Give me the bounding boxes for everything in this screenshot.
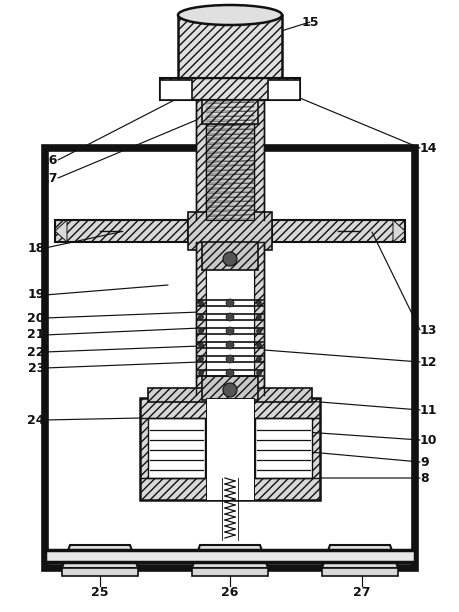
- Text: 9: 9: [419, 455, 428, 469]
- Circle shape: [198, 357, 203, 362]
- Polygon shape: [62, 545, 138, 568]
- Circle shape: [198, 315, 203, 319]
- Ellipse shape: [178, 5, 281, 25]
- Text: 12: 12: [419, 356, 437, 368]
- Text: 26: 26: [221, 586, 238, 599]
- Bar: [196, 242, 206, 395]
- Circle shape: [225, 327, 234, 335]
- Bar: [202, 100, 257, 124]
- Polygon shape: [191, 545, 268, 568]
- Bar: [62, 568, 138, 576]
- Circle shape: [198, 300, 203, 305]
- Circle shape: [225, 313, 234, 321]
- Circle shape: [256, 300, 261, 305]
- Circle shape: [225, 355, 234, 363]
- Text: 20: 20: [28, 312, 45, 324]
- Text: 8: 8: [419, 471, 428, 485]
- Circle shape: [256, 357, 261, 362]
- Circle shape: [198, 343, 203, 348]
- Text: 14: 14: [419, 141, 437, 154]
- Polygon shape: [392, 220, 404, 242]
- Circle shape: [223, 252, 236, 266]
- Text: 17: 17: [40, 171, 58, 184]
- Text: 11: 11: [419, 403, 437, 417]
- Circle shape: [225, 299, 234, 307]
- Polygon shape: [321, 545, 397, 568]
- Circle shape: [256, 329, 261, 334]
- Bar: [160, 80, 191, 100]
- Circle shape: [198, 329, 203, 334]
- Bar: [202, 376, 257, 400]
- Text: 25: 25: [91, 586, 108, 599]
- Bar: [268, 80, 299, 100]
- Circle shape: [256, 315, 261, 319]
- Polygon shape: [55, 220, 67, 242]
- Bar: [45, 550, 414, 562]
- Bar: [178, 15, 281, 78]
- Text: 18: 18: [28, 242, 45, 255]
- Text: 21: 21: [28, 329, 45, 341]
- Bar: [253, 100, 263, 220]
- Bar: [160, 78, 299, 100]
- Bar: [55, 220, 188, 242]
- Text: 24: 24: [28, 414, 45, 427]
- Bar: [191, 568, 268, 576]
- Bar: [148, 418, 205, 478]
- Circle shape: [225, 341, 234, 349]
- Text: 15: 15: [301, 15, 318, 29]
- Bar: [196, 100, 206, 220]
- Bar: [206, 242, 253, 395]
- Text: 16: 16: [40, 154, 58, 166]
- Text: 19: 19: [28, 288, 45, 302]
- Text: 13: 13: [419, 324, 437, 337]
- Bar: [271, 220, 404, 242]
- Bar: [188, 212, 271, 250]
- Bar: [253, 242, 263, 395]
- Text: 10: 10: [419, 433, 437, 447]
- Circle shape: [256, 370, 261, 376]
- Bar: [202, 242, 257, 270]
- Text: 22: 22: [28, 346, 45, 359]
- Circle shape: [223, 383, 236, 397]
- Bar: [206, 100, 253, 220]
- Text: 27: 27: [353, 586, 370, 599]
- Circle shape: [225, 369, 234, 377]
- Circle shape: [256, 343, 261, 348]
- Text: 23: 23: [28, 362, 45, 375]
- Bar: [140, 398, 319, 500]
- Bar: [148, 388, 311, 402]
- Bar: [254, 418, 311, 478]
- Bar: [206, 398, 253, 500]
- Bar: [321, 568, 397, 576]
- Circle shape: [198, 370, 203, 376]
- Bar: [45, 148, 414, 568]
